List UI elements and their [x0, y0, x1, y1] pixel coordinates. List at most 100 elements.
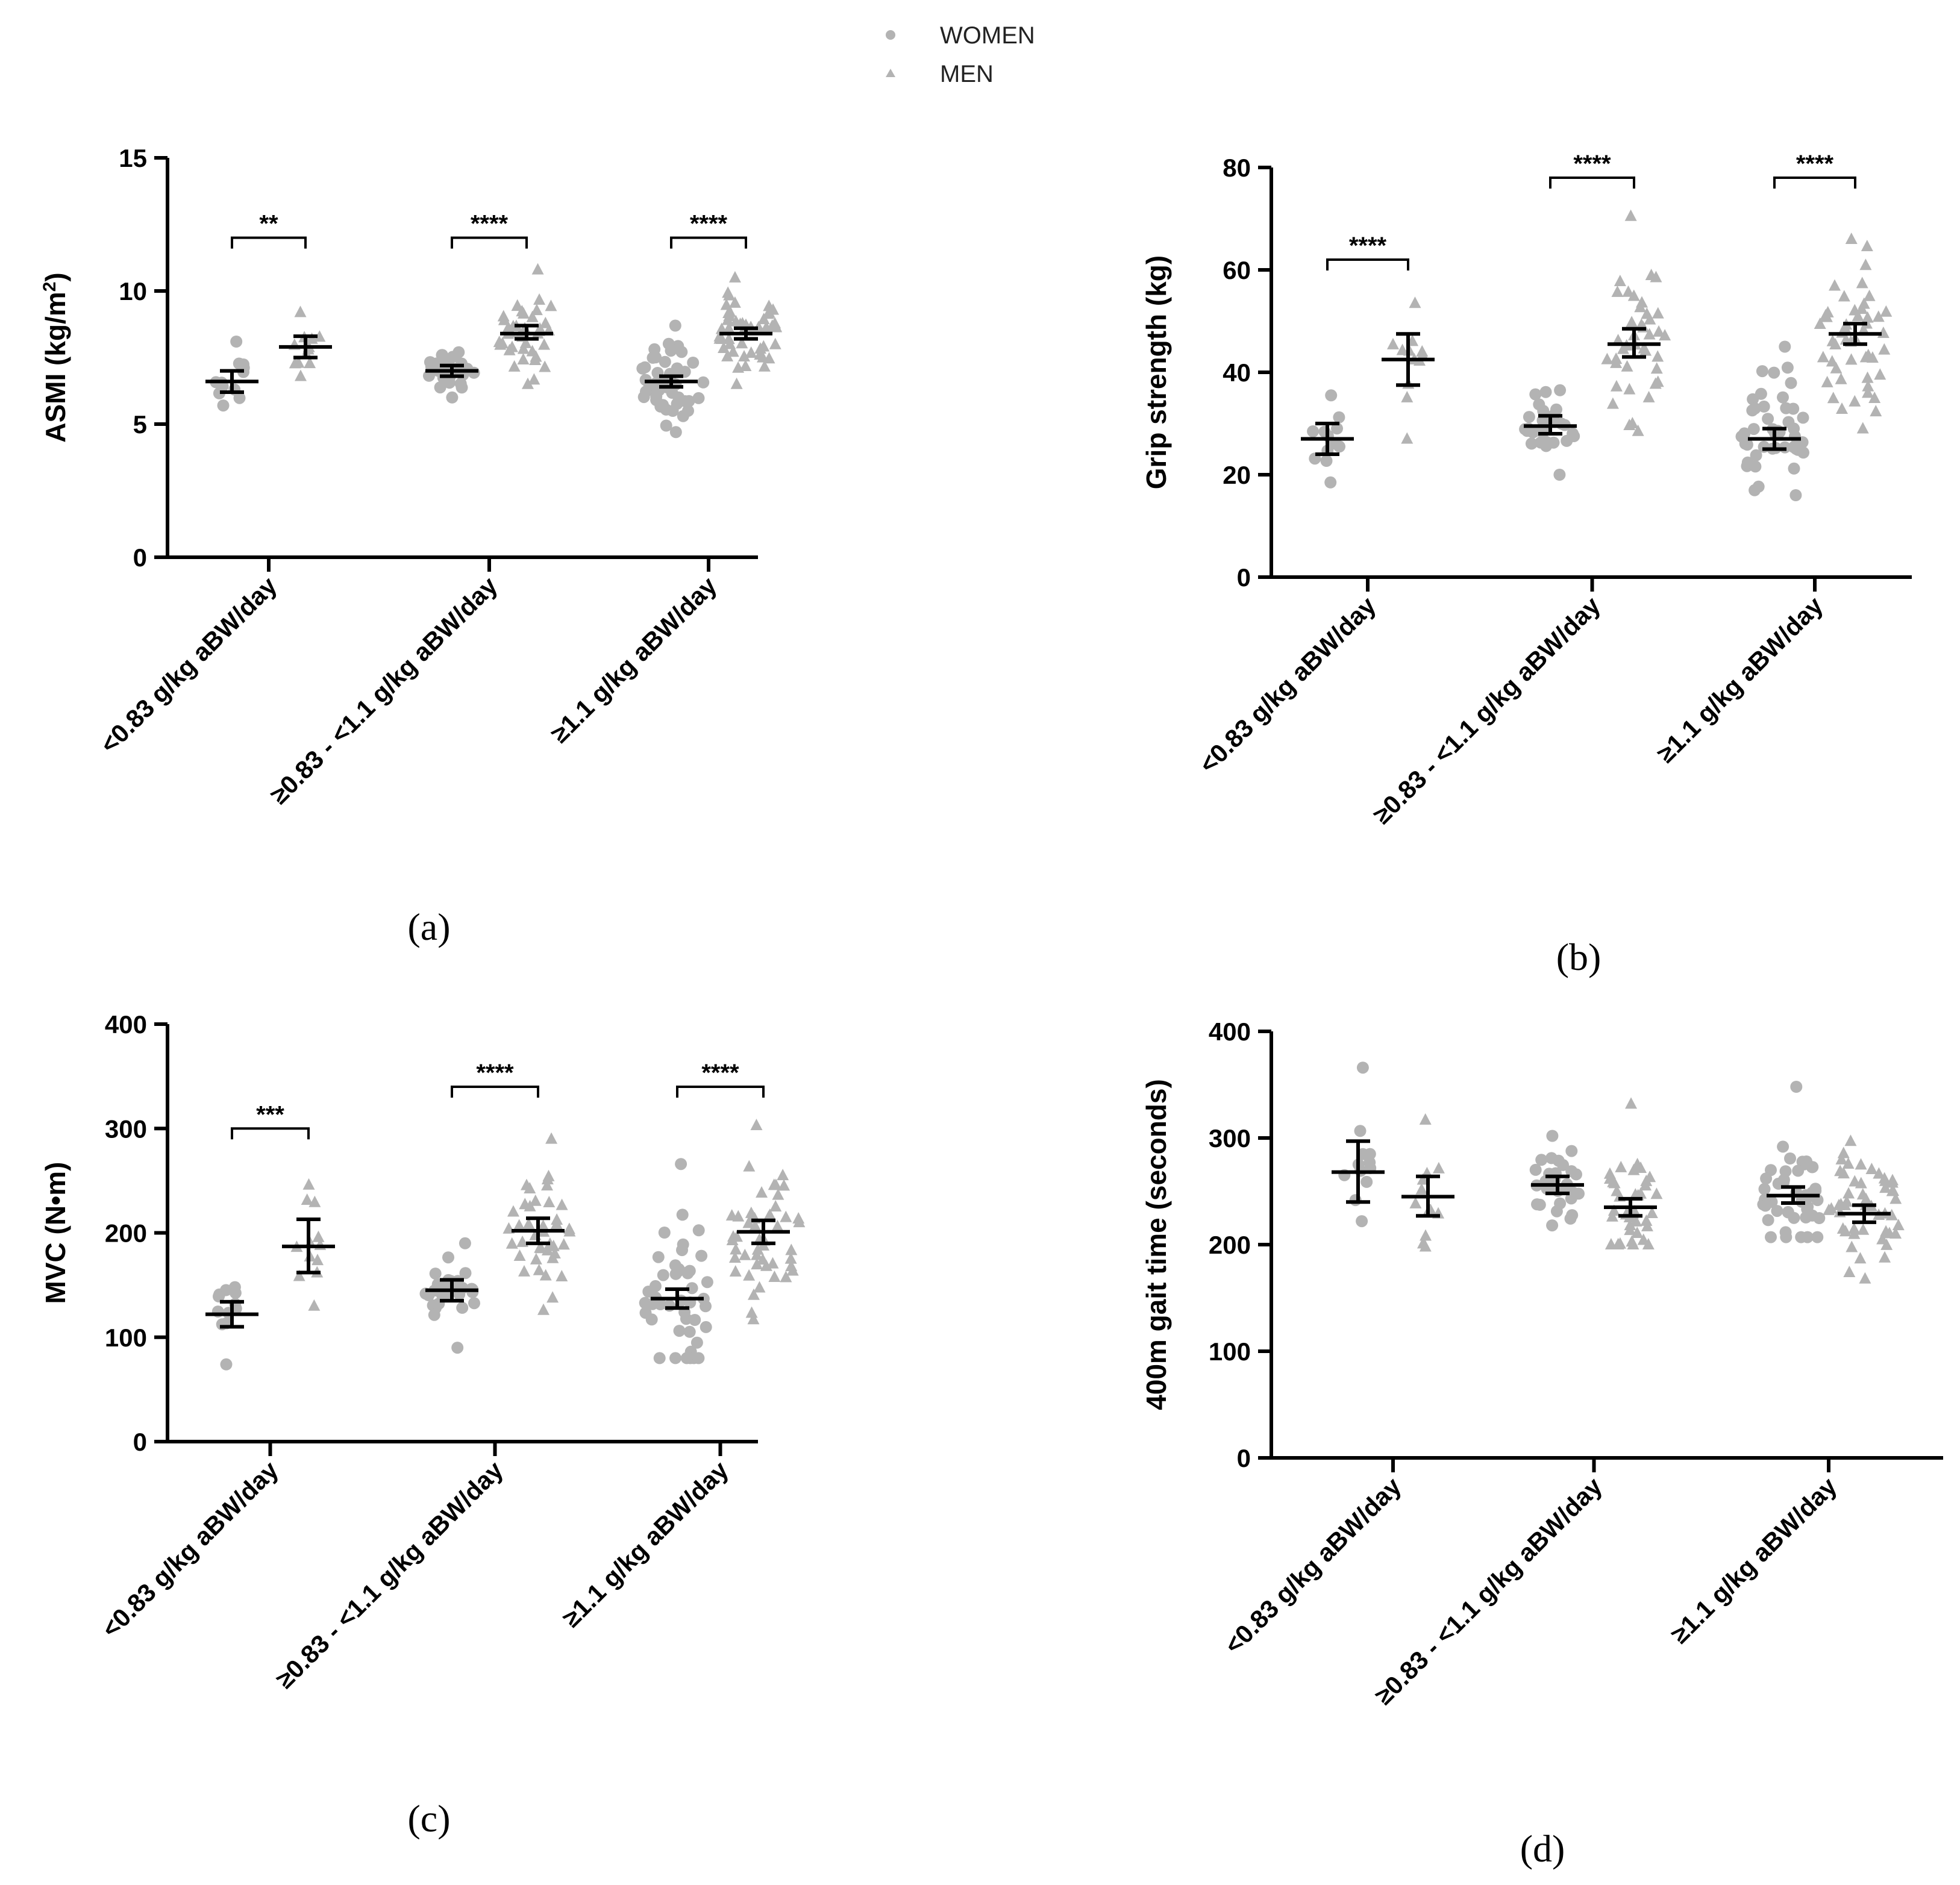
men-point	[771, 1220, 784, 1232]
men-point	[301, 1193, 313, 1205]
men-point	[1814, 317, 1826, 329]
men-error-bar	[1604, 1196, 1657, 1218]
women-point	[1738, 427, 1751, 440]
men-point	[1638, 342, 1650, 354]
men-point	[725, 1209, 738, 1221]
men-point	[1623, 383, 1636, 395]
legend-women-label: WOMEN	[940, 22, 1035, 49]
women-point	[213, 1290, 225, 1302]
men-point	[726, 1234, 739, 1246]
y-tick-label: 5	[133, 410, 147, 439]
men-point	[1844, 1134, 1857, 1146]
women-point	[659, 355, 671, 368]
men-point	[1652, 307, 1664, 319]
women-error-bar	[1301, 422, 1354, 456]
women-point	[666, 387, 678, 399]
men-point	[1626, 316, 1638, 328]
men-point	[1419, 1113, 1432, 1125]
men-point	[778, 1179, 791, 1191]
women-point	[220, 1358, 233, 1371]
legend-men-marker	[886, 69, 895, 77]
women-point	[1529, 1163, 1542, 1176]
men-point	[1643, 328, 1656, 340]
men-point	[1857, 1223, 1870, 1235]
y-tick-label: 400	[105, 1010, 147, 1039]
men-point	[1835, 1152, 1848, 1164]
men-point	[753, 1281, 766, 1293]
women-point	[660, 403, 672, 416]
men-point	[517, 342, 530, 354]
men-point	[530, 304, 543, 316]
men-point	[1838, 1198, 1851, 1210]
women-point	[1782, 416, 1795, 428]
men-point	[1821, 305, 1834, 317]
men-point	[1855, 1158, 1867, 1170]
women-point	[1779, 1226, 1792, 1239]
category-label: <0.83 g/kg aBW/day	[1194, 591, 1382, 779]
y-axis-title: MVC (N•m)	[40, 1162, 71, 1304]
women-point	[660, 419, 672, 432]
women-point	[1543, 1177, 1556, 1189]
women-point	[1768, 366, 1780, 379]
men-point	[1417, 1173, 1429, 1185]
women-point	[229, 1287, 242, 1299]
men-point	[1624, 1219, 1636, 1231]
men-point	[293, 1269, 305, 1281]
men-error-bar	[279, 334, 332, 360]
significance-label: ***	[256, 1101, 284, 1128]
significance-label: ****	[690, 211, 728, 237]
men-point	[1639, 1179, 1652, 1191]
women-point	[1553, 469, 1566, 481]
panel-label: (d)	[1520, 1827, 1565, 1870]
men-point	[517, 353, 530, 365]
men-point	[1604, 1172, 1617, 1184]
women-point	[1545, 1152, 1558, 1164]
men-point	[745, 1306, 758, 1318]
women-point	[1364, 1156, 1376, 1169]
women-point	[1811, 1231, 1824, 1243]
men-point	[756, 351, 769, 363]
y-tick-label: 0	[133, 543, 147, 572]
men-point	[1880, 1225, 1893, 1237]
men-point	[1416, 345, 1429, 357]
men-point	[739, 360, 752, 372]
category-label: <0.83 g/kg aBW/day	[95, 571, 283, 759]
women-point	[675, 1158, 687, 1171]
men-point	[1860, 1192, 1873, 1204]
men-point	[1843, 1266, 1856, 1278]
women-point	[697, 376, 710, 389]
men-point	[498, 313, 510, 325]
women-point	[1756, 365, 1768, 378]
women-point	[686, 1282, 698, 1295]
men-point	[730, 377, 743, 389]
women-point	[692, 1352, 705, 1365]
women-point	[654, 1298, 666, 1310]
women-point	[645, 1313, 658, 1326]
men-point	[785, 1243, 798, 1255]
women-point	[1792, 1164, 1805, 1177]
y-tick-label: 40	[1223, 358, 1251, 387]
men-point	[742, 1216, 755, 1228]
women-point	[1546, 1130, 1559, 1142]
men-point	[524, 1199, 536, 1211]
men-point	[522, 1218, 535, 1230]
men-point	[1627, 289, 1640, 301]
women-point	[1565, 1145, 1578, 1157]
men-point	[556, 1198, 568, 1210]
men-point	[1632, 424, 1644, 436]
women-point	[429, 1268, 442, 1280]
men-point	[1842, 1157, 1855, 1169]
men-point	[1645, 1207, 1658, 1219]
men-point	[1885, 1208, 1898, 1221]
women-error-bar	[1748, 427, 1801, 451]
men-point	[1858, 297, 1870, 309]
women-point	[1758, 400, 1770, 413]
women-error-bar	[1332, 1139, 1385, 1204]
significance-bracket	[670, 236, 747, 249]
women-point	[1747, 423, 1760, 436]
women-point	[1765, 1231, 1777, 1243]
significance-bracket	[1326, 258, 1409, 270]
men-point	[1401, 390, 1414, 402]
women-point	[1331, 422, 1343, 435]
women-point	[423, 369, 435, 382]
